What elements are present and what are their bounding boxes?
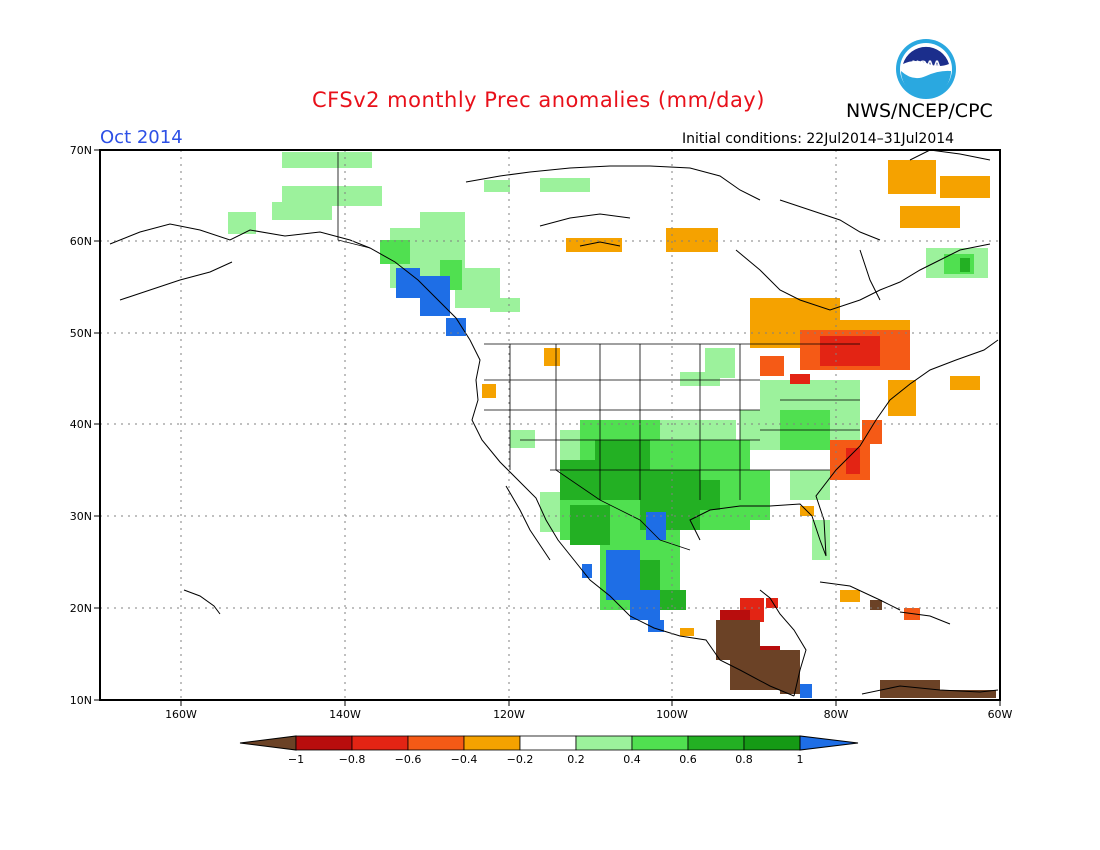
colorbar-swatch [407, 735, 465, 751]
lon-label: 120W [493, 708, 525, 721]
lon-label: 80W [824, 708, 849, 721]
forecast-month: Oct 2014 [100, 127, 183, 148]
colorbar-tick-label: 1 [797, 753, 804, 766]
colorbar-tick-label: −0.6 [395, 753, 422, 766]
colorbar: −1 −0.8 −0.6 −0.4 −0.2 0.2 0.4 0.6 0.8 1 [239, 735, 859, 766]
initial-conditions: Initial conditions: 22Jul2014–31Jul2014 [682, 131, 955, 147]
noaa-logo-icon: NOAA [896, 39, 956, 99]
latitude-labels: 70N 60N 50N 40N 30N 20N 10N [70, 144, 92, 707]
colorbar-tick-label: −0.2 [507, 753, 534, 766]
political-boundaries [337, 152, 860, 551]
colorbar-tick-label: 0.4 [623, 753, 641, 766]
longitude-labels: 160W 140W 120W 100W 80W 60W [165, 708, 1012, 721]
colorbar-tick-label: −0.4 [451, 753, 478, 766]
colorbar-under-triangle [239, 735, 297, 751]
colorbar-swatch [351, 735, 409, 751]
colorbar-swatch [575, 735, 633, 751]
colorbar-swatch [687, 735, 745, 751]
lat-label: 40N [70, 418, 92, 431]
colorbar-swatch [743, 735, 801, 751]
lat-label: 60N [70, 235, 92, 248]
coastlines [109, 149, 999, 697]
axis-ticks [94, 149, 1001, 706]
colorbar-swatch [631, 735, 689, 751]
lon-label: 100W [656, 708, 688, 721]
map-title: CFSv2 monthly Prec anomalies (mm/day) [312, 88, 765, 112]
lon-label: 160W [165, 708, 197, 721]
lon-label: 60W [988, 708, 1013, 721]
lat-label: 20N [70, 602, 92, 615]
graticule [100, 150, 1000, 700]
agency-label: NWS/NCEP/CPC [846, 100, 993, 122]
lat-label: 30N [70, 510, 92, 523]
anomaly-shading [228, 152, 996, 698]
colorbar-over-triangle [799, 735, 859, 751]
colorbar-swatch [519, 735, 577, 751]
colorbar-swatch [463, 735, 521, 751]
lat-label: 70N [70, 144, 92, 157]
colorbar-tick-label: −0.8 [339, 753, 366, 766]
colorbar-tick-label: 0.6 [679, 753, 697, 766]
colorbar-swatch [295, 735, 353, 751]
colorbar-tick-label: 0.8 [735, 753, 753, 766]
colorbar-tick-label: 0.2 [567, 753, 585, 766]
lat-label: 50N [70, 327, 92, 340]
map-frame [99, 149, 1001, 701]
colorbar-tick-label: −1 [288, 753, 304, 766]
noaa-logo-text: NOAA [912, 60, 941, 70]
lat-label: 10N [70, 694, 92, 707]
lon-label: 140W [329, 708, 361, 721]
